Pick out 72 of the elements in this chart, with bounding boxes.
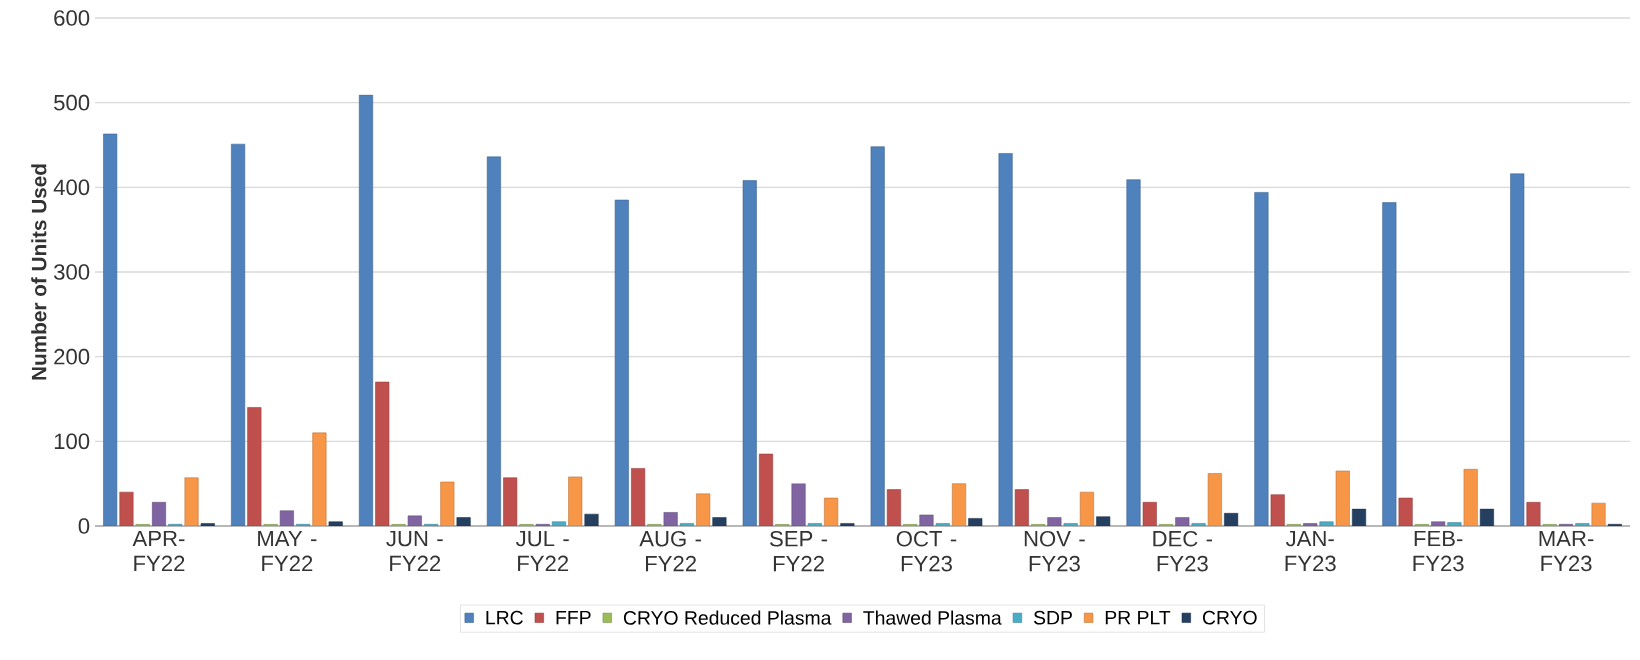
bar <box>1479 508 1494 526</box>
x-tick-label: AUG - FY22 <box>639 530 701 572</box>
bar <box>679 523 694 526</box>
bar <box>103 133 118 526</box>
bar <box>791 483 806 526</box>
bar <box>998 153 1013 526</box>
x-tick-label: NOV - FY23 <box>1024 530 1085 572</box>
bar <box>486 156 501 526</box>
bar <box>1191 523 1206 526</box>
y-tick-label: 200 <box>54 348 90 365</box>
bar <box>1319 521 1334 526</box>
y-tick-label: 300 <box>54 264 90 280</box>
x-tick-label: APR- FY22 <box>132 530 185 572</box>
x-tick-label: DEC - FY23 <box>1153 530 1213 572</box>
legend-label: Thawed Plasma <box>863 610 1002 625</box>
y-tick-label: 100 <box>54 433 90 450</box>
bar <box>919 514 934 526</box>
bar <box>1447 522 1462 526</box>
bar <box>1047 517 1062 526</box>
x-tick-label: OCT - FY23 <box>896 530 957 572</box>
bar <box>1351 508 1367 526</box>
bar <box>1096 516 1111 526</box>
bar <box>1126 179 1141 526</box>
legend-label: SDP <box>1033 610 1072 625</box>
bar <box>870 146 885 526</box>
bar <box>312 432 327 526</box>
legend-label: PR PLT <box>1105 610 1171 625</box>
bar <box>151 502 166 526</box>
x-tick-label: JAN- FY23 <box>1285 530 1336 572</box>
bar <box>807 523 822 526</box>
bar <box>358 94 374 526</box>
legend-label: FFP <box>556 610 591 625</box>
bar <box>840 523 855 526</box>
x-tick-label: FEB- FY23 <box>1413 530 1464 572</box>
y-tick-label: 600 <box>54 10 90 26</box>
bar <box>1575 523 1590 526</box>
bar <box>328 521 343 526</box>
bar <box>279 510 294 526</box>
legend-label: CRYO Reduced Plasma <box>623 610 832 625</box>
bar <box>1063 523 1078 526</box>
y-axis-title: Number of Units Used <box>31 164 47 380</box>
x-tick-label: MAR- FY23 <box>1539 530 1594 572</box>
bar <box>968 518 983 526</box>
bar <box>614 199 629 526</box>
bar <box>119 491 134 526</box>
bar <box>407 515 422 526</box>
bar <box>1175 517 1190 526</box>
bar <box>935 523 950 526</box>
x-tick-label: JUN - FY22 <box>386 530 443 572</box>
bar <box>1224 513 1239 526</box>
bar <box>184 477 199 526</box>
y-tick-label: 400 <box>53 179 90 196</box>
bar <box>231 143 246 526</box>
bar <box>1510 173 1525 526</box>
bar <box>456 517 471 526</box>
y-tick-label: 500 <box>54 94 90 111</box>
bar <box>584 513 599 526</box>
y-tick-label: 0 <box>78 518 90 534</box>
x-tick-label: MAY - FY22 <box>258 530 317 572</box>
bar <box>1254 192 1269 526</box>
bar <box>663 512 678 526</box>
bar <box>551 521 567 526</box>
bar <box>742 180 757 526</box>
bar <box>1382 202 1397 526</box>
legend-label: CRYO <box>1202 610 1257 625</box>
bar <box>712 517 727 526</box>
bar <box>1431 521 1446 526</box>
x-tick-label: SEP - FY22 <box>770 530 828 572</box>
x-tick-label: JUL - FY22 <box>516 530 569 572</box>
bar <box>1303 523 1318 526</box>
legend-label: LRC <box>486 610 523 625</box>
bar <box>200 523 215 526</box>
